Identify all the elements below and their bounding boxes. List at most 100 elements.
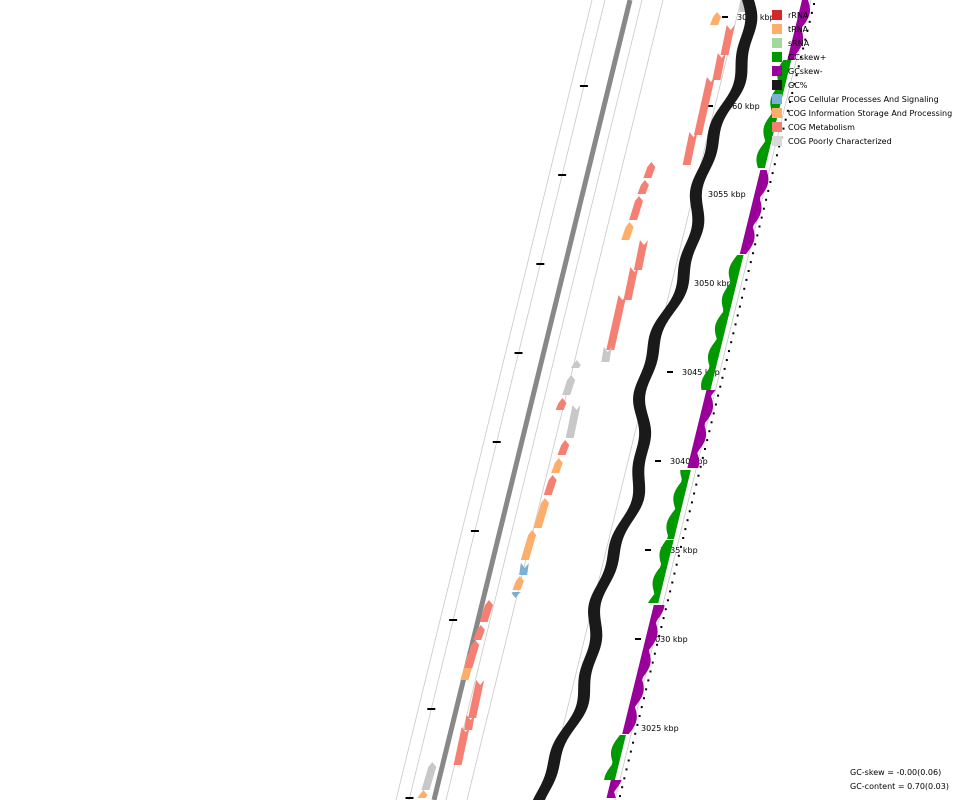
axis-minor-tick xyxy=(762,207,765,210)
gene-arrow xyxy=(557,440,570,455)
axis-minor-tick xyxy=(623,777,626,780)
gene-arrow xyxy=(473,625,485,640)
gene-arrow xyxy=(543,475,557,495)
axis-major-tick xyxy=(449,619,458,621)
gene-arrow xyxy=(623,267,639,300)
axis-minor-tick xyxy=(727,350,730,353)
axis-minor-tick xyxy=(808,20,811,23)
axis-minor-tick xyxy=(636,723,639,726)
axis-label: 3055 kbp xyxy=(708,190,746,199)
axis-minor-tick xyxy=(810,11,813,14)
axis-label-tick xyxy=(707,105,713,107)
axis-minor-tick xyxy=(688,510,691,513)
gene-arrow xyxy=(512,576,524,590)
axis-minor-tick xyxy=(632,741,635,744)
axis-minor-tick xyxy=(625,768,628,771)
gene-arrow xyxy=(519,563,529,575)
legend-label: GCskew+ xyxy=(788,52,827,62)
axis-minor-tick xyxy=(638,715,641,717)
gene-arrow xyxy=(562,375,576,395)
axis-minor-tick xyxy=(618,795,621,798)
axis-label: 3045 kbp xyxy=(682,368,720,377)
guide-line xyxy=(466,0,664,800)
gc-skew-negative xyxy=(622,605,665,734)
legend-label: COG Poorly Characterized xyxy=(788,136,892,146)
legend-label: tRNA xyxy=(788,24,809,34)
gc-skew-positive xyxy=(604,735,626,780)
axis-minor-tick xyxy=(662,617,665,620)
axis-minor-tick xyxy=(813,3,816,5)
axis-minor-tick xyxy=(693,492,696,495)
axis-label: 3050 kbp xyxy=(694,279,732,288)
axis-minor-tick xyxy=(719,385,722,388)
legend-swatch xyxy=(772,108,782,118)
gene-arrow xyxy=(693,77,715,135)
axis-label: 3040 kbp xyxy=(670,457,708,466)
guide-line xyxy=(395,0,593,800)
axis-minor-tick xyxy=(782,127,785,130)
legend-swatch xyxy=(772,80,782,90)
gene-arrow xyxy=(555,398,567,410)
gene-arrow xyxy=(633,240,648,270)
axis-minor-tick xyxy=(642,697,645,700)
gene-arrow xyxy=(606,295,627,350)
legend-item: GCskew- xyxy=(772,64,952,78)
axis-major-tick xyxy=(514,352,523,354)
axis-minor-tick xyxy=(673,572,676,575)
gc-content-track xyxy=(532,0,758,800)
axis-minor-tick xyxy=(695,483,698,486)
axis-minor-tick xyxy=(645,688,648,691)
gc-content-stat: GC-content = 0.70(0.03) xyxy=(850,782,949,791)
guide-line xyxy=(408,0,606,800)
gene-arrow xyxy=(709,12,722,25)
axis-minor-tick xyxy=(751,252,754,255)
axis-minor-tick xyxy=(664,608,667,611)
axis-minor-tick xyxy=(647,679,650,682)
axis-label: 3025 kbp xyxy=(641,724,679,733)
legend-item: sRNA xyxy=(772,36,952,50)
axis-minor-tick xyxy=(745,278,748,281)
gene-arrow xyxy=(570,360,581,368)
gc-skew-positive xyxy=(666,470,691,539)
legend-item: GC% xyxy=(772,78,952,92)
legend-label: COG Cellular Processes And Signaling xyxy=(788,94,939,104)
axis-minor-tick xyxy=(754,243,757,246)
legend-swatch xyxy=(772,136,782,146)
stats-panel: GC-skew = -0.00(0.06) GC-content = 0.70(… xyxy=(850,766,949,794)
axis-minor-tick xyxy=(773,163,776,166)
gc-skew-negative xyxy=(606,780,622,798)
axis-minor-tick xyxy=(653,652,656,655)
axis-minor-tick xyxy=(804,38,807,41)
axis-minor-tick xyxy=(786,109,789,112)
legend-item: rRNA xyxy=(772,8,952,22)
gc-skew-negative xyxy=(787,15,810,60)
axis-minor-tick xyxy=(758,225,761,228)
axis-minor-tick xyxy=(789,100,792,103)
legend-item: COG Poorly Characterized xyxy=(772,134,952,148)
axis-major-tick xyxy=(492,441,501,443)
legend-swatch xyxy=(772,52,782,62)
axis-minor-tick xyxy=(627,759,630,762)
axis-minor-tick xyxy=(802,47,805,50)
axis-minor-tick xyxy=(712,412,715,415)
guide-line xyxy=(445,0,643,800)
axis-minor-tick xyxy=(721,376,724,379)
axis-major-tick xyxy=(579,85,588,87)
axis-minor-tick xyxy=(799,56,802,59)
legend-swatch xyxy=(772,94,782,104)
axis-minor-tick xyxy=(714,403,717,406)
axis-minor-tick xyxy=(775,154,778,157)
axis-label: 3035 kbp xyxy=(660,546,698,555)
gene-arrow xyxy=(511,592,521,598)
gene-arrow xyxy=(682,132,698,165)
axis-major-tick xyxy=(536,263,545,265)
axis-minor-tick xyxy=(708,430,711,433)
legend-label: GC% xyxy=(788,80,808,90)
legend-label: sRNA xyxy=(788,38,810,48)
gc-skew-negative xyxy=(739,170,769,254)
legend-label: COG Metabolism xyxy=(788,122,855,132)
gene-arrow xyxy=(629,196,643,220)
axis-minor-tick xyxy=(793,83,796,86)
legend-item: COG Metabolism xyxy=(772,120,952,134)
